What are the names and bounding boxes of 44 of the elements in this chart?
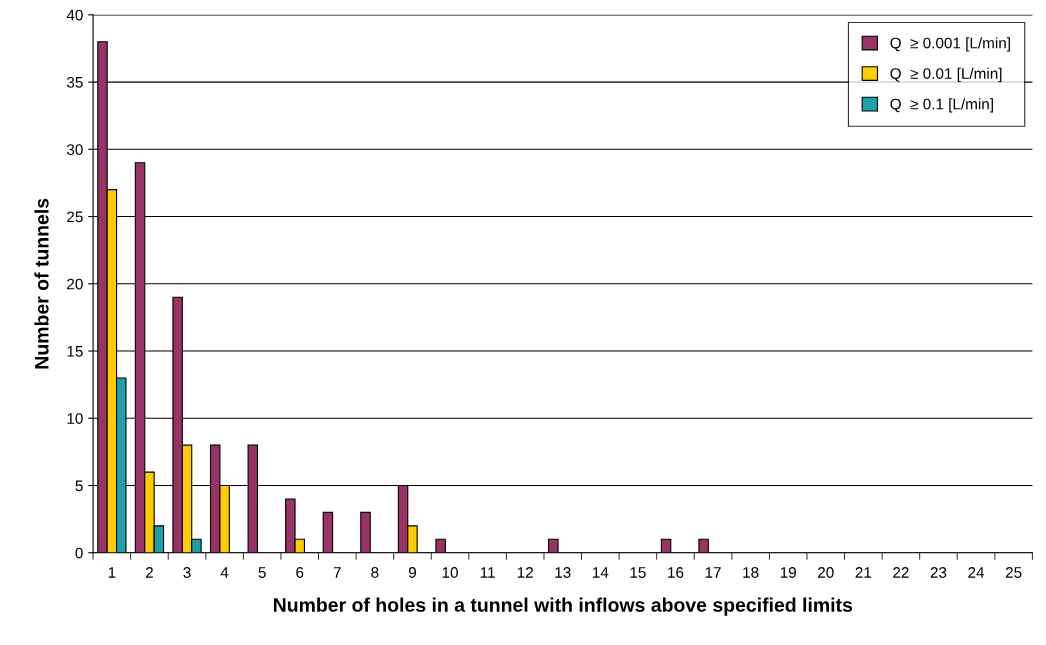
legend-label: Q ≥ 0.1 [L/min] (890, 98, 993, 113)
x-tick-label: 25 (1005, 567, 1022, 578)
bar (322, 511, 334, 553)
x-tick-label: 21 (855, 567, 872, 578)
y-tick-label: 0 (75, 547, 83, 559)
y-tick-label: 20 (67, 278, 83, 290)
x-tick-label: 16 (668, 567, 684, 578)
x-tick-label: 19 (780, 567, 796, 578)
x-tick-label: 20 (818, 567, 834, 578)
x-axis-title: Number of holes in a tunnel with inflows above specified limits (273, 597, 853, 616)
x-tick-label: 15 (630, 567, 646, 578)
y-axis-title: Number of tunnels (34, 198, 49, 369)
bar (698, 538, 709, 553)
x-tick-label: 5 (258, 567, 266, 578)
y-tick-label: 15 (67, 346, 83, 357)
legend-label: Q ≥ 0.01 [L/min] (890, 67, 1002, 82)
x-tick-label: 14 (592, 567, 609, 578)
y-tick-label: 40 (66, 9, 83, 21)
x-tick-label: 9 (408, 567, 416, 578)
x-tick-label: 18 (743, 567, 759, 578)
y-tick-label: 5 (75, 480, 83, 492)
bar (360, 511, 371, 553)
x-tick-label: 6 (296, 567, 304, 578)
y-tick-label: 25 (67, 211, 83, 223)
x-tick-label: 12 (517, 567, 533, 578)
x-tick-label: 11 (480, 567, 495, 578)
x-tick-label: 4 (220, 567, 229, 578)
x-tick-label: 1 (108, 567, 116, 578)
bar (548, 538, 559, 553)
legend-label: Q ≥ 0.001 [L/min] (890, 37, 1010, 52)
x-tick-label: 22 (893, 567, 909, 578)
x-tick-label: 13 (555, 567, 571, 578)
x-tick-label: 7 (333, 567, 341, 578)
x-tick-label: 3 (183, 567, 191, 578)
x-tick-label: 24 (968, 567, 985, 578)
x-tick-label: 23 (930, 567, 947, 578)
bar (435, 538, 446, 553)
y-tick-label: 30 (66, 144, 83, 155)
x-tick-label: 2 (145, 567, 153, 578)
x-tick-label: 17 (705, 567, 721, 578)
x-tick-label: 10 (442, 567, 458, 578)
y-tick-label: 10 (67, 413, 83, 424)
y-tick-label: 35 (66, 76, 83, 88)
x-tick-label: 8 (371, 567, 379, 578)
